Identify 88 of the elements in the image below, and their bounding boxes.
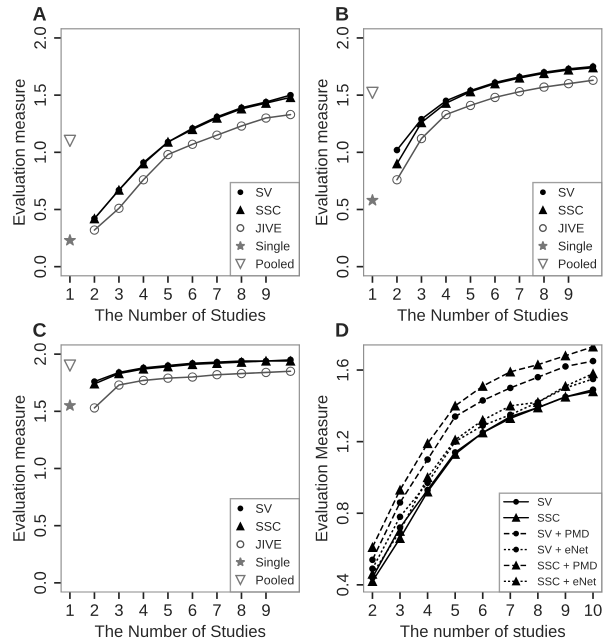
legend-label: SV <box>256 188 272 197</box>
x-tick-label: 4 <box>423 604 432 616</box>
y-tick-label: 0.0 <box>34 572 46 594</box>
x-axis-title: The Number of Studies <box>94 308 266 321</box>
x-tick-label: 9 <box>262 288 270 300</box>
legend-label: SSC <box>558 206 584 215</box>
y-tick-label: 1.5 <box>34 400 46 422</box>
legend-label: SSC + PMD <box>538 562 597 570</box>
chart-title: A <box>33 7 46 20</box>
chart-title: C <box>33 323 46 337</box>
legend-label: JIVE <box>558 224 584 233</box>
y-tick-label: 0.5 <box>336 198 349 220</box>
x-tick-label: 3 <box>114 288 123 300</box>
legend-label: Single <box>558 241 592 253</box>
x-tick-label: 2 <box>393 288 401 300</box>
x-tick-label: 1 <box>66 288 74 300</box>
legend-label: Pooled <box>256 575 294 585</box>
y-tick-label: 0.8 <box>336 502 349 524</box>
y-axis-title: Evaluation measure <box>12 79 25 225</box>
x-tick-label: 5 <box>164 288 172 300</box>
x-tick-label: 4 <box>442 288 450 300</box>
y-axis-title: Evaluation measure <box>315 79 328 225</box>
y-tick-label: 1.6 <box>336 359 349 380</box>
y-tick-label: 2.0 <box>336 27 349 49</box>
y-tick-label: 2.0 <box>34 343 46 365</box>
x-tick-label: 2 <box>90 288 98 300</box>
x-tick-label: 1 <box>369 288 376 300</box>
x-tick-label: 7 <box>213 604 221 616</box>
x-tick-label: 6 <box>478 604 487 616</box>
x-tick-label: 3 <box>396 604 404 616</box>
legend-label: SV + eNet <box>538 546 588 554</box>
legend-label: JIVE <box>256 540 282 549</box>
x-tick-label: 3 <box>417 288 426 300</box>
chart-title: D <box>336 323 348 337</box>
legend-label: SSC <box>256 206 281 215</box>
x-tick-label: 6 <box>491 288 499 300</box>
legend-label: SSC <box>256 522 281 531</box>
legend-label: Single <box>256 241 290 253</box>
x-tick-label: 10 <box>585 604 602 616</box>
y-tick-label: 1.0 <box>34 458 46 479</box>
x-tick-label: 8 <box>238 604 246 616</box>
x-tick-label: 7 <box>506 604 514 616</box>
y-axis-title: Evaluation measure <box>12 396 25 541</box>
x-tick-label: 8 <box>238 288 246 300</box>
legend-label: SV <box>538 498 552 506</box>
y-tick-label: 0.5 <box>34 198 46 220</box>
legend-label: Single <box>256 557 290 570</box>
x-tick-label: 2 <box>368 604 376 616</box>
x-tick-label: 3 <box>114 604 123 616</box>
x-tick-label: 8 <box>534 604 542 616</box>
x-tick-label: 5 <box>164 604 172 616</box>
chart-title: B <box>336 7 348 20</box>
x-axis-title: The number of studies <box>400 624 566 638</box>
legend-label: SV <box>558 188 575 197</box>
x-tick-label: 4 <box>139 288 148 300</box>
y-tick-label: 1.5 <box>34 84 46 106</box>
y-tick-label: 1.0 <box>34 141 46 163</box>
x-tick-label: 1 <box>66 604 74 616</box>
legend-label: SV <box>256 504 272 513</box>
legend-label: JIVE <box>256 224 282 233</box>
y-tick-label: 0.0 <box>336 256 349 278</box>
x-tick-label: 7 <box>213 288 221 300</box>
y-tick-label: 0.4 <box>336 574 349 596</box>
x-axis-title: The Number of Studies <box>94 624 266 638</box>
legend-label: Pooled <box>256 259 294 268</box>
y-tick-label: 1.5 <box>336 84 349 106</box>
y-tick-label: 1.0 <box>336 141 349 163</box>
x-tick-label: 4 <box>139 604 148 616</box>
x-tick-label: 9 <box>562 604 570 616</box>
legend-label: SSC + eNet <box>538 577 596 586</box>
x-tick-label: 6 <box>188 604 196 616</box>
x-tick-label: 9 <box>564 288 572 300</box>
x-tick-label: 5 <box>466 288 474 300</box>
x-tick-label: 7 <box>516 288 524 300</box>
legend-label: SSC <box>538 514 560 522</box>
y-axis-title: Evaluation Measure <box>315 396 328 541</box>
y-tick-label: 1.2 <box>336 430 348 452</box>
x-tick-label: 6 <box>188 288 196 300</box>
legend-label: SV + PMD <box>538 530 589 538</box>
x-tick-label: 8 <box>540 288 548 300</box>
x-tick-label: 5 <box>451 604 460 616</box>
y-tick-label: 2.0 <box>34 27 46 49</box>
x-tick-label: 2 <box>90 604 98 616</box>
y-tick-label: 0.5 <box>34 514 46 537</box>
legend-label: Pooled <box>558 259 596 268</box>
x-axis-title: The Number of Studies <box>397 308 568 321</box>
x-tick-label: 9 <box>262 604 270 616</box>
y-tick-label: 0.0 <box>34 256 46 278</box>
